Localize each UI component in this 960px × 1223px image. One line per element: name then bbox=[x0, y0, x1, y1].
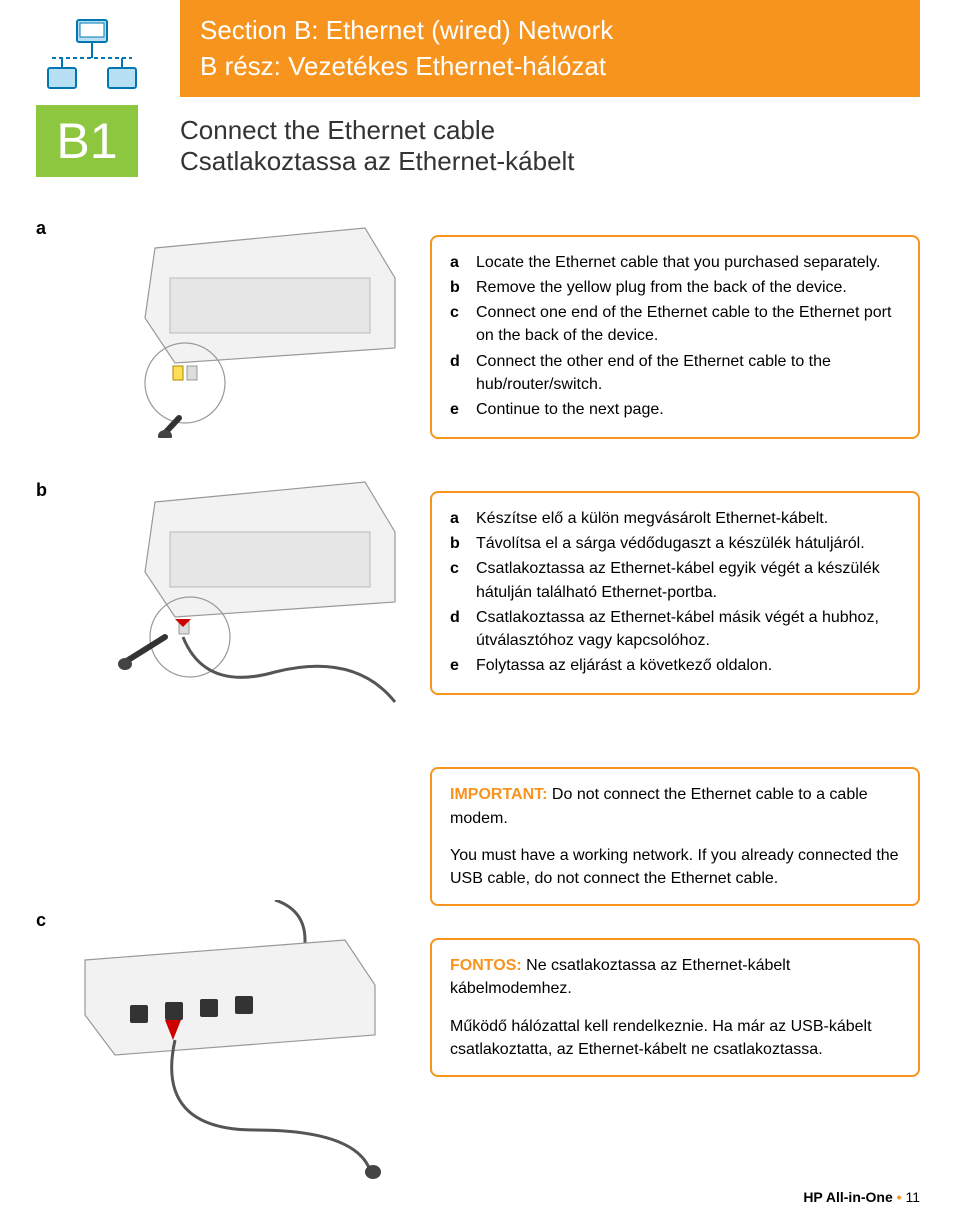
callout-text: Connect the other end of the Ethernet ca… bbox=[476, 350, 900, 396]
diagram-label-b: b bbox=[36, 480, 47, 501]
callout-row: b Távolítsa el a sárga védődugaszt a kész… bbox=[450, 532, 900, 555]
callout-text: Folytassa az eljárást a következő oldalo… bbox=[476, 654, 772, 677]
callout-key: b bbox=[450, 532, 464, 555]
callout-english-steps: a Locate the Ethernet cable that you purc… bbox=[430, 235, 920, 439]
callout-key: b bbox=[450, 276, 464, 299]
header-line-2: B rész: Vezetékes Ethernet-hálózat bbox=[200, 48, 900, 84]
subhead-line-1: Connect the Ethernet cable bbox=[180, 115, 960, 146]
important-label: IMPORTANT: bbox=[450, 786, 547, 803]
callout-key: d bbox=[450, 350, 464, 396]
callout-text: Csatlakoztassa az Ethernet-kábel egyik v… bbox=[476, 557, 900, 603]
callout-important-hungarian: FONTOS: Ne csatlakoztassa az Ethernet-ká… bbox=[430, 938, 920, 1077]
callout-text: Csatlakoztassa az Ethernet-kábel másik v… bbox=[476, 606, 900, 652]
callout-row: e Continue to the next page. bbox=[450, 398, 900, 421]
callout-row: c Csatlakoztassa az Ethernet-kábel egyik … bbox=[450, 557, 900, 603]
subhead-line-2: Csatlakoztassa az Ethernet-kábelt bbox=[180, 146, 960, 177]
callout-row: e Folytassa az eljárást a következő oldal… bbox=[450, 654, 900, 677]
diagram-label-c: c bbox=[36, 910, 46, 931]
callout-key: c bbox=[450, 301, 464, 347]
callout-key: e bbox=[450, 654, 464, 677]
page-footer: HP All-in-One • 11 bbox=[803, 1189, 920, 1205]
fontos-label: FONTOS: bbox=[450, 957, 522, 974]
diagram-label-a: a bbox=[36, 218, 46, 239]
callout-key: e bbox=[450, 398, 464, 421]
callout-row: b Remove the yellow plug from the back of… bbox=[450, 276, 900, 299]
callout-row: a Készítse elő a külön megvásárolt Ethern… bbox=[450, 507, 900, 530]
callout-key: c bbox=[450, 557, 464, 603]
callout-important-english: IMPORTANT: Do not connect the Ethernet c… bbox=[430, 767, 920, 906]
callout-key: d bbox=[450, 606, 464, 652]
callout-text: Készítse elő a külön megvásárolt Etherne… bbox=[476, 507, 828, 530]
callout-key: a bbox=[450, 507, 464, 530]
callout-hungarian-steps: a Készítse elő a külön megvásárolt Ethern… bbox=[430, 491, 920, 695]
diagram-c bbox=[55, 900, 385, 1180]
fontos-text-2: Működő hálózattal kell rendelkeznie. Ha … bbox=[450, 1015, 900, 1061]
footer-brand: HP All-in-One bbox=[803, 1189, 892, 1205]
section-header: Section B: Ethernet (wired) Network B ré… bbox=[180, 0, 920, 97]
important-text-2: You must have a working network. If you … bbox=[450, 844, 900, 890]
diagram-b bbox=[115, 472, 415, 712]
callout-row: a Locate the Ethernet cable that you purc… bbox=[450, 251, 900, 274]
subhead: Connect the Ethernet cable Csatlakoztass… bbox=[180, 115, 960, 177]
step-badge: B1 bbox=[36, 105, 138, 177]
header-line-1: Section B: Ethernet (wired) Network bbox=[200, 12, 900, 48]
callout-row: d Connect the other end of the Ethernet c… bbox=[450, 350, 900, 396]
diagram-a bbox=[115, 218, 415, 438]
callout-text: Távolítsa el a sárga védődugaszt a készü… bbox=[476, 532, 865, 555]
callout-text: Locate the Ethernet cable that you purch… bbox=[476, 251, 880, 274]
callout-text: Connect one end of the Ethernet cable to… bbox=[476, 301, 900, 347]
callout-row: d Csatlakoztassa az Ethernet-kábel másik … bbox=[450, 606, 900, 652]
callout-text: Remove the yellow plug from the back of … bbox=[476, 276, 847, 299]
footer-page-number: 11 bbox=[905, 1189, 920, 1205]
callout-text: Continue to the next page. bbox=[476, 398, 664, 421]
callout-key: a bbox=[450, 251, 464, 274]
callout-row: c Connect one end of the Ethernet cable t… bbox=[450, 301, 900, 347]
network-icon bbox=[42, 18, 142, 93]
